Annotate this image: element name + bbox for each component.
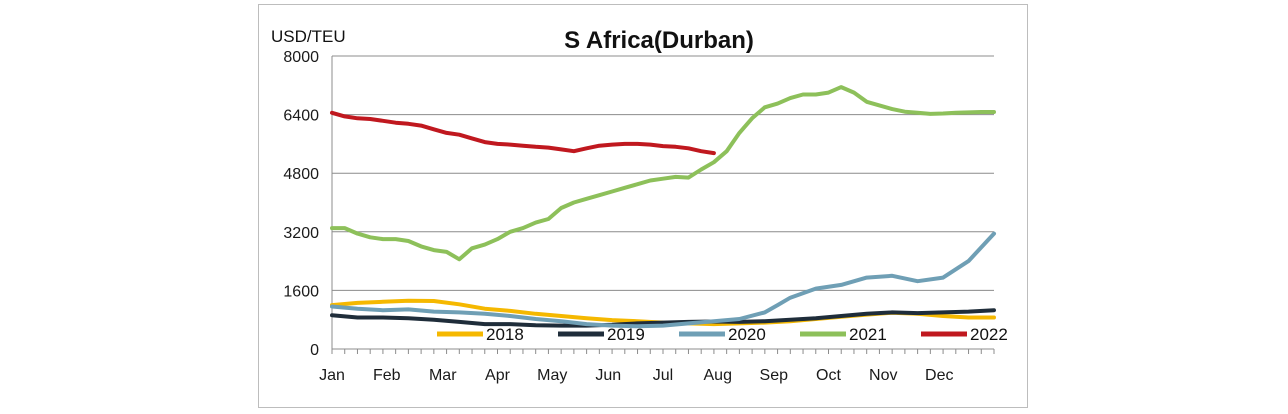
- series-line-2021: [330, 85, 996, 262]
- chart-frame: 0 1600 3200 4800 6400 8000 Jan Feb Mar Apr May Jun…: [258, 4, 1028, 408]
- x-tick-label: Mar: [429, 367, 457, 384]
- y-tick-label: 4800: [283, 166, 319, 183]
- x-tick-label: Apr: [485, 367, 511, 384]
- y-axis-unit-label: USD/TEU: [271, 27, 346, 46]
- legend-label-2021: 2021: [849, 325, 887, 344]
- axes: [331, 56, 995, 354]
- series-line-2020: [330, 231, 996, 329]
- x-tick-label: Oct: [816, 367, 841, 384]
- x-tick-label: Dec: [925, 367, 953, 384]
- series-line-2019: [330, 308, 996, 328]
- y-tick-label: 8000: [283, 49, 319, 66]
- x-tick-label: Jun: [595, 367, 621, 384]
- series-line-2022: [330, 110, 716, 156]
- x-tick-label: Jul: [653, 367, 673, 384]
- x-tick-label: Nov: [869, 367, 897, 384]
- x-axis-ticks: Jan Feb Mar Apr May Jun Jul Aug Sep Oct Nov Dec: [319, 367, 953, 384]
- x-tick-label: Jan: [319, 367, 345, 384]
- legend: 2018 2019 2020 2021 2022: [437, 325, 1008, 344]
- legend-label-2018: 2018: [486, 325, 524, 344]
- series-lines: [330, 85, 996, 329]
- y-tick-label: 0: [310, 342, 319, 359]
- x-tick-label: Sep: [760, 367, 789, 384]
- x-tick-label: Aug: [704, 367, 732, 384]
- grid-lines: [332, 55, 994, 291]
- y-axis-ticks: 0 1600 3200 4800 6400 8000: [283, 49, 319, 359]
- y-tick-label: 3200: [283, 225, 319, 242]
- legend-label-2020: 2020: [728, 325, 766, 344]
- x-tick-label: May: [537, 367, 567, 384]
- y-tick-label: 1600: [283, 283, 319, 300]
- legend-label-2019: 2019: [607, 325, 645, 344]
- chart-title: S Africa(Durban): [564, 27, 754, 54]
- legend-label-2022: 2022: [970, 325, 1008, 344]
- x-tick-label: Feb: [373, 367, 401, 384]
- y-tick-label: 6400: [283, 108, 319, 125]
- line-chart: 0 1600 3200 4800 6400 8000 Jan Feb Mar Apr May Jun…: [271, 27, 1008, 384]
